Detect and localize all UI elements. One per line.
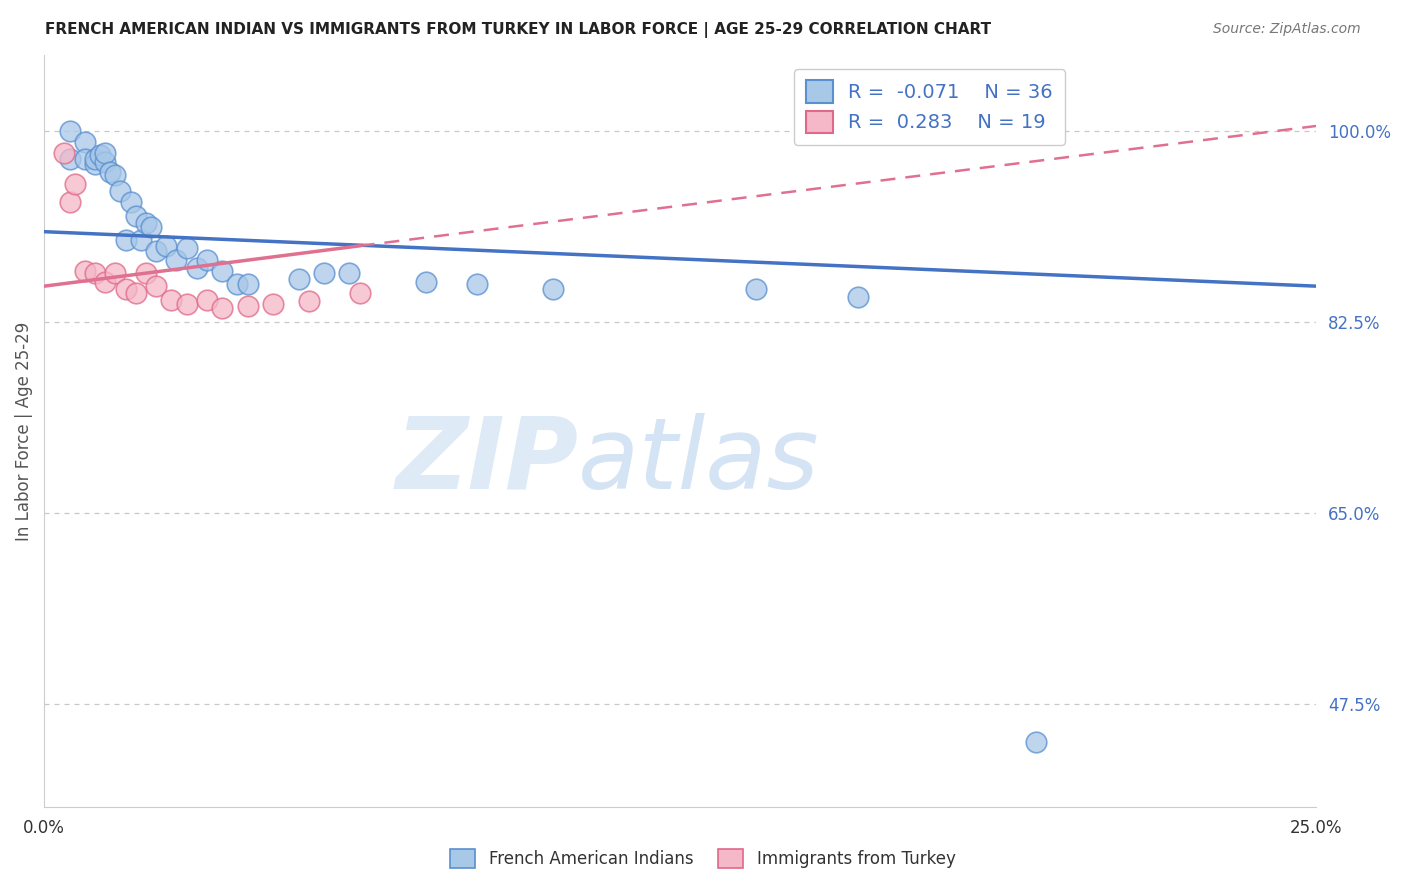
Point <box>135 216 157 230</box>
Point <box>160 293 183 308</box>
Point <box>195 293 218 308</box>
Point <box>58 195 80 210</box>
Point <box>541 282 564 296</box>
Point <box>125 210 148 224</box>
Point <box>125 285 148 300</box>
Point <box>745 282 768 296</box>
Point <box>236 277 259 291</box>
Point <box>94 155 117 169</box>
Point <box>349 285 371 300</box>
Point <box>312 266 335 280</box>
Point <box>145 244 167 259</box>
Point <box>846 290 869 304</box>
Point <box>135 266 157 280</box>
Point <box>211 301 233 315</box>
Legend: French American Indians, Immigrants from Turkey: French American Indians, Immigrants from… <box>444 843 962 875</box>
Point <box>98 165 121 179</box>
Point <box>465 277 488 291</box>
Point <box>339 266 361 280</box>
Point <box>58 124 80 138</box>
Text: ZIP: ZIP <box>395 413 578 509</box>
Point <box>236 299 259 313</box>
Point <box>114 234 136 248</box>
Point <box>145 279 167 293</box>
Point <box>58 152 80 166</box>
Text: atlas: atlas <box>578 413 820 509</box>
Point <box>94 275 117 289</box>
Point <box>195 252 218 267</box>
Point <box>114 282 136 296</box>
Point <box>84 152 107 166</box>
Point <box>155 239 177 253</box>
Point <box>139 220 162 235</box>
Point <box>262 296 284 310</box>
Point <box>104 168 127 182</box>
Point <box>165 252 187 267</box>
Point <box>211 264 233 278</box>
Point <box>129 234 152 248</box>
Point <box>176 296 198 310</box>
Point <box>110 185 132 199</box>
Point <box>73 136 96 150</box>
Point <box>104 266 127 280</box>
Point <box>89 148 111 162</box>
Point <box>73 264 96 278</box>
Point <box>84 266 107 280</box>
Y-axis label: In Labor Force | Age 25-29: In Labor Force | Age 25-29 <box>15 321 32 541</box>
Point <box>73 152 96 166</box>
Text: Source: ZipAtlas.com: Source: ZipAtlas.com <box>1213 22 1361 37</box>
Text: FRENCH AMERICAN INDIAN VS IMMIGRANTS FROM TURKEY IN LABOR FORCE | AGE 25-29 CORR: FRENCH AMERICAN INDIAN VS IMMIGRANTS FRO… <box>45 22 991 38</box>
Point <box>120 195 142 210</box>
Point <box>298 294 321 309</box>
Point <box>415 275 437 289</box>
Point <box>53 146 76 161</box>
Point <box>226 277 249 291</box>
Point <box>176 241 198 255</box>
Point <box>1025 734 1047 748</box>
Legend: R =  -0.071    N = 36, R =  0.283    N = 19: R = -0.071 N = 36, R = 0.283 N = 19 <box>794 69 1064 145</box>
Point <box>84 157 107 171</box>
Point <box>186 260 208 275</box>
Point <box>63 177 86 191</box>
Point <box>287 271 309 285</box>
Point <box>94 146 117 161</box>
